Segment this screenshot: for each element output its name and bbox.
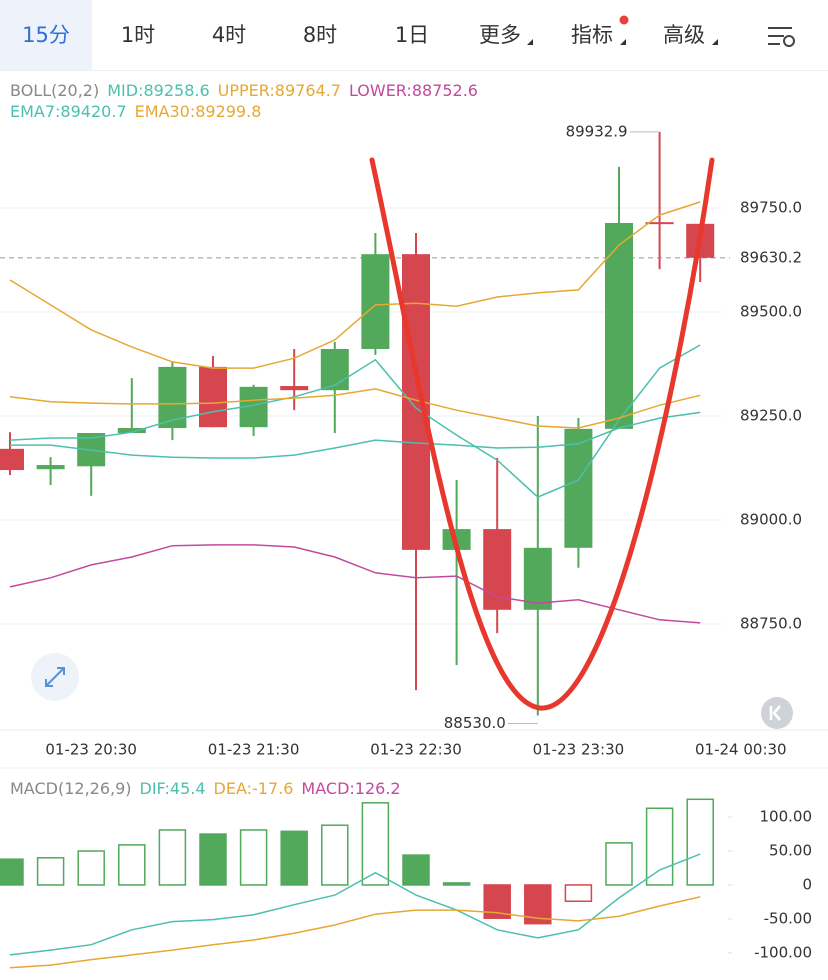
- macd-bar: [402, 854, 430, 886]
- tab[interactable]: 1时: [120, 23, 156, 47]
- x-tick-label: 01-23 22:30: [370, 741, 462, 759]
- y-tick-label: 100.00: [760, 808, 813, 826]
- indicator-line: [10, 411, 701, 459]
- indicator-line: [9, 201, 701, 369]
- macd-bar: [280, 830, 308, 886]
- macd-bar: [0, 858, 24, 886]
- candle-body: [645, 222, 674, 225]
- macd-bar: [686, 798, 714, 886]
- candle-body: [0, 448, 24, 471]
- tab[interactable]: 更多: [479, 23, 521, 47]
- candle-body: [523, 547, 552, 610]
- y-tick-label: -50.00: [764, 909, 812, 927]
- indicator-line: [9, 544, 701, 624]
- back-to-latest-button[interactable]: [761, 697, 793, 729]
- last-price-label: 89630.2: [740, 248, 802, 266]
- candle-body: [199, 366, 227, 428]
- candle-body: [320, 349, 349, 391]
- tab[interactable]: 1日: [394, 23, 430, 47]
- legend-item: DIF:45.4: [139, 779, 206, 798]
- high-label: 89932.9: [566, 122, 628, 140]
- expand-button[interactable]: [31, 653, 79, 701]
- macd-bar: [442, 882, 471, 886]
- legend-item: LOWER:88752.6: [348, 81, 478, 100]
- legend-item: MACD:126.2: [301, 779, 401, 798]
- legend-item: EMA7:89420.7: [10, 102, 127, 121]
- y-tick-label: 89250.0: [740, 406, 802, 424]
- candle-body: [280, 386, 309, 391]
- candle-body: [117, 428, 146, 434]
- candle-body: [36, 465, 65, 470]
- y-tick-label: -100.00: [754, 943, 812, 961]
- indicator-line: [9, 344, 701, 498]
- ema-legend: EMA7:89420.7 EMA30:89299.8: [10, 102, 269, 121]
- hand-drawn-curve: [369, 157, 715, 711]
- y-tick-label: 89750.0: [740, 199, 802, 217]
- macd-bar: [158, 829, 187, 886]
- y-tick-label: 88750.0: [740, 614, 802, 632]
- x-tick-label: 01-23 23:30: [533, 741, 625, 759]
- macd-bar: [239, 829, 268, 886]
- low-label: 88530.0: [444, 714, 506, 732]
- tab[interactable]: 高级: [663, 23, 705, 47]
- legend-item: MID:89258.6: [107, 81, 210, 100]
- macd-bar: [361, 802, 390, 886]
- x-tick-label: 01-24 00:30: [695, 741, 787, 759]
- toolbar: 15分 1时 4时 8时 1日 更多 指标 高级: [0, 0, 828, 71]
- macd-bar: [199, 833, 227, 886]
- candle-body: [564, 428, 593, 548]
- macd-line: [9, 853, 701, 956]
- tab[interactable]: 4时: [211, 23, 247, 47]
- y-tick-label: 0: [802, 875, 812, 893]
- x-tick-label: 01-23 20:30: [45, 741, 137, 759]
- macd-bar: [118, 844, 146, 886]
- macd-bar: [77, 850, 105, 886]
- x-tick-label: 01-23 21:30: [208, 741, 300, 759]
- legend-title: BOLL(20,2): [10, 81, 100, 100]
- macd-bar: [36, 857, 65, 886]
- macd-bar: [321, 824, 349, 886]
- tab[interactable]: 8时: [302, 23, 338, 47]
- y-tick-label: 89000.0: [740, 510, 802, 528]
- candle-body: [605, 222, 633, 429]
- indicator-line: [9, 388, 701, 429]
- tab[interactable]: 15分: [0, 0, 92, 70]
- tab[interactable]: 指标: [571, 23, 613, 47]
- boll-legend: BOLL(20,2) MID:89258.6 UPPER:89764.7 LOWER:…: [10, 81, 486, 100]
- legend-item: DEA:-17.6: [213, 779, 294, 798]
- legend-item: EMA30:89299.8: [134, 102, 262, 121]
- macd-legend: MACD(12,26,9) DIF:45.4 DEA:-17.6 MACD:126.2: [10, 779, 409, 798]
- legend-title: MACD(12,26,9): [10, 779, 132, 798]
- candle-body: [361, 254, 390, 350]
- y-tick-label: 89500.0: [740, 302, 802, 320]
- macd-line: [9, 896, 701, 969]
- macd-bar: [605, 842, 633, 886]
- last-price-box: [732, 244, 828, 271]
- candle-body: [158, 366, 187, 429]
- macd-bar: [645, 807, 674, 886]
- y-tick-label: 50.00: [769, 842, 812, 860]
- macd-bar: [564, 884, 593, 903]
- legend-item: UPPER:89764.7: [217, 81, 341, 100]
